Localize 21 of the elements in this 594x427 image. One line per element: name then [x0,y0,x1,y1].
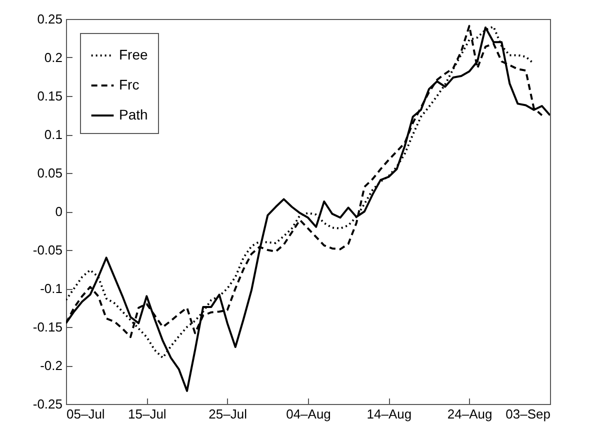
y-tick-label: -0.1 [40,281,62,296]
legend-label: Path [119,106,148,122]
y-tick-label: 0.15 [37,88,62,104]
y-tick-label: -0.15 [32,320,62,334]
y-tick-label: 0.1 [44,127,62,142]
legend-label: Frc [119,76,140,92]
y-tick-label: 0.25 [37,12,62,26]
y-tick-label: -0.05 [32,242,62,258]
x-tick-label: 05–Jul [66,406,105,422]
x-tick-label: 24–Aug [447,406,492,422]
y-tick-label: 0 [55,204,62,219]
x-tick-label: 04–Aug [286,406,331,422]
y-tick-label: -0.2 [40,358,62,373]
legend-label: Free [119,46,148,62]
x-tick-label: 15–Jul [128,406,166,422]
x-tick-label: 03–Sep [506,406,550,422]
y-tick-label: 0.2 [44,50,62,65]
y-tick-label: 0.05 [37,166,62,180]
x-tick-label: 14–Aug [366,406,412,422]
x-tick-label: 25–Jul [208,406,248,422]
y-tick-label: -0.25 [32,396,62,412]
